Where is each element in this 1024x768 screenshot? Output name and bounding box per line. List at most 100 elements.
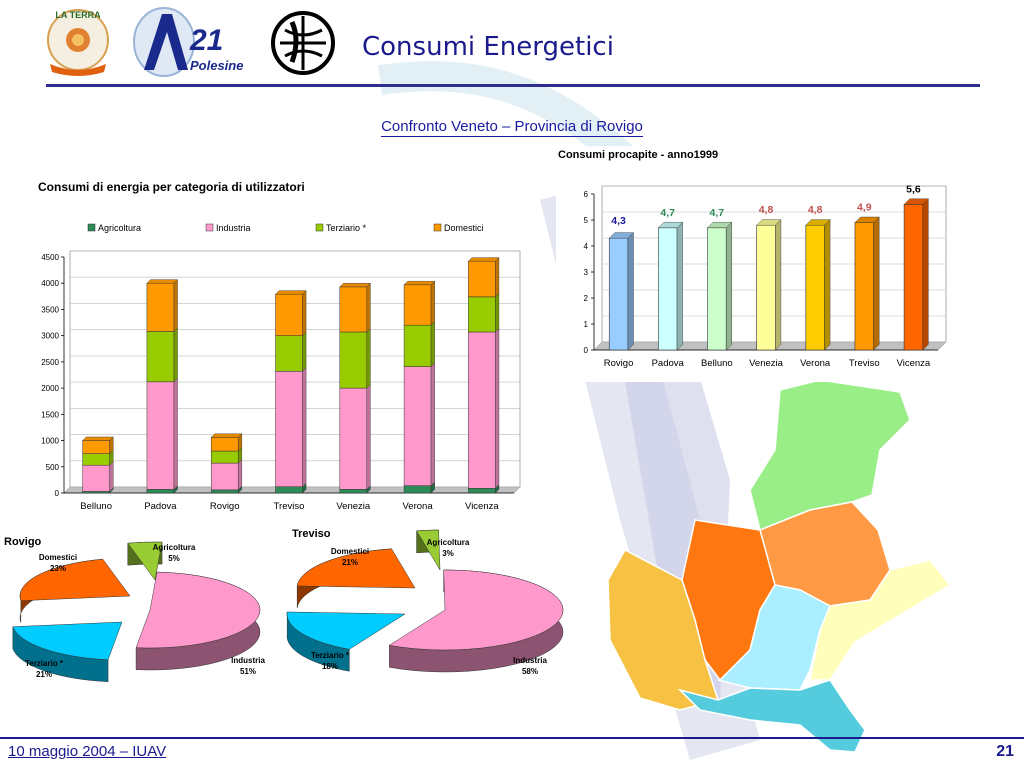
bar-segment-rovigo-3	[210, 437, 239, 452]
pie-label-name-1-3: Domestici	[331, 547, 369, 556]
pie-label-pct-0-2: 21%	[36, 670, 52, 679]
bar-top-vicenza	[903, 198, 929, 205]
bar-segment-verona-1	[403, 366, 432, 486]
bar-segment-venezia-3	[339, 286, 368, 333]
pie-label-pct-0-3: 23%	[50, 564, 66, 573]
y-tick-label: 500	[46, 463, 60, 472]
bar-segment-belluno-2	[82, 453, 110, 466]
legend-label-3: Domestici	[444, 223, 484, 233]
bar-segment-padova-2	[146, 331, 175, 383]
pie-title-rovigo: Rovigo	[4, 536, 42, 548]
map-region-padova	[717, 584, 831, 691]
pie-slice-0-1	[135, 571, 261, 649]
bar-padova	[658, 227, 678, 351]
legend-label-0: Agricoltura	[98, 223, 141, 233]
bar-treviso	[854, 222, 874, 351]
pie-label-name-1-0: Agricoltura	[427, 538, 470, 547]
veneto-map	[607, 380, 952, 753]
legend-swatch-3	[433, 223, 442, 232]
y-tick-label: 2500	[41, 358, 59, 367]
x-tick-label: Venezia	[749, 358, 784, 369]
pie-slice-1-0	[416, 529, 441, 571]
bar-side-vicenza	[922, 198, 929, 351]
subtitle-text: Confronto Veneto – Provincia di Rovigo	[381, 118, 643, 137]
pie-label-pct-0-1: 51%	[240, 667, 256, 676]
value-label-treviso: 4,9	[857, 202, 872, 214]
bar-side-verona-1	[430, 362, 435, 487]
pie-label-name-0-1: Industria	[231, 656, 265, 665]
bar-segment-rovigo-2	[210, 450, 239, 464]
chart-title: Consumi di energia per categoria di util…	[38, 180, 305, 194]
header-divider	[46, 84, 980, 87]
value-label-vicenza: 5,6	[906, 183, 921, 195]
x-tick-label: Treviso	[849, 358, 880, 369]
bar-side-padova	[676, 221, 683, 351]
bar-side-venezia	[775, 219, 782, 351]
x-tick-label: Padova	[144, 501, 177, 512]
legend-swatch-0	[87, 223, 96, 232]
map-region-venezia	[809, 559, 952, 681]
y-tick-label: 2000	[41, 384, 59, 393]
bar-segment-treviso-1	[275, 371, 303, 487]
bar-top-rovigo	[608, 232, 634, 239]
bar-side-treviso-3	[302, 290, 307, 337]
laterra-logo: LA TERRA	[42, 4, 114, 80]
pie-label-name-1-1: Industria	[513, 656, 547, 665]
value-label-belluno: 4,7	[710, 207, 725, 219]
footer-divider	[0, 737, 1024, 739]
bar-side-vicenza-3	[495, 257, 500, 298]
bar-side-treviso	[873, 216, 880, 351]
footer-date-text: 10 maggio 2004 – IUAV	[8, 743, 167, 760]
x-tick-label: Treviso	[274, 501, 305, 512]
stacked-bar-chart-panel: Consumi di energia per categoria di util…	[30, 170, 532, 522]
bar-side-treviso-1	[302, 367, 307, 488]
bar-segment-treviso-3	[275, 293, 303, 336]
globe-emblem-logo	[270, 10, 336, 76]
x-tick-label: Venezia	[336, 501, 371, 512]
bar-top-padova	[657, 221, 684, 229]
bar-side-vicenza-1	[495, 327, 500, 489]
map-region-belluno	[749, 380, 911, 532]
footer-date: 10 maggio 2004 – IUAV	[8, 743, 166, 760]
value-label-venezia: 4,8	[759, 204, 774, 216]
page-number: 21	[996, 743, 1014, 760]
bar-top-venezia	[339, 283, 371, 288]
y-tick-label: 4000	[41, 279, 59, 288]
pie-slice-1-1	[388, 569, 564, 651]
y-tick-label: 6	[584, 190, 589, 199]
bar-top-treviso	[854, 216, 880, 223]
bar-top-verona	[403, 280, 436, 285]
legend-label-2: Terziario *	[326, 223, 367, 233]
bar-rovigo	[608, 237, 629, 351]
pie-slice-0-2	[12, 621, 123, 660]
bar-top-venezia	[756, 219, 782, 226]
bar-top-belluno	[82, 436, 114, 441]
y-tick-label: 4500	[41, 253, 59, 262]
bar-side-treviso-2	[302, 331, 307, 372]
legend-swatch-2	[315, 223, 324, 232]
bar-top-padova	[146, 279, 179, 284]
percapita-bar-chart: Consumi procapite - anno1999 0 1 2 3 4 5 6 4,3 Ro…	[558, 149, 947, 369]
pie-slice-0-0	[127, 541, 163, 581]
bar-top-treviso	[275, 290, 307, 295]
bar-segment-padova-0	[146, 489, 175, 494]
y-tick-label: 1	[584, 320, 589, 329]
bar-side-padova-3	[173, 279, 178, 332]
y-tick-label: 0	[584, 346, 589, 355]
y-tick-label: 0	[55, 489, 60, 498]
pie-title-treviso: Treviso	[292, 528, 331, 540]
bar-side-belluno-1	[109, 461, 114, 492]
bar-segment-vicenza-0	[468, 488, 496, 494]
pie-label-pct-1-3: 21%	[342, 558, 358, 567]
bar-side-rovigo-1	[238, 459, 243, 491]
bar-side-venezia-1	[366, 384, 371, 490]
percapita-chart-panel: Consumi procapite - anno1999 0 1 2 3 4 5 6 4,3 Ro…	[556, 146, 952, 382]
pie-slice-1-2	[286, 611, 406, 650]
pie-slice-1-3	[296, 548, 416, 589]
pie-slice-0-3	[19, 558, 131, 601]
pie-label-pct-1-0: 3%	[442, 549, 454, 558]
chart-title: Consumi procapite - anno1999	[558, 149, 718, 161]
pie-label-name-0-0: Agricoltura	[153, 543, 196, 552]
y-tick-label: 1000	[41, 437, 59, 446]
x-tick-label: Rovigo	[210, 501, 240, 512]
